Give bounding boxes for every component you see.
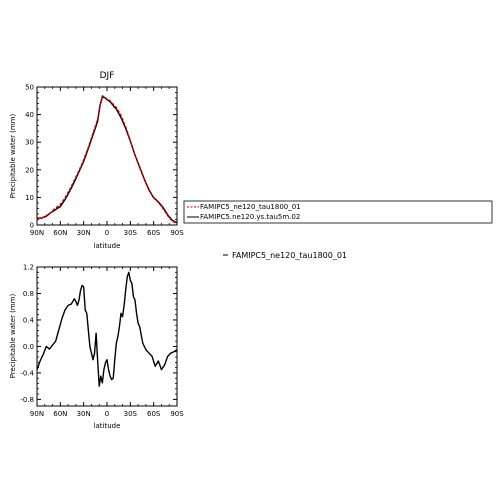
x-axis-label: latitude [94, 422, 121, 430]
legend: FAMIPC5_ne120_tau1800_01 FAMIPC5.ne120.y… [183, 200, 493, 224]
x-tick-label: 90S [170, 229, 184, 237]
y-tick-label: 0.0 [23, 343, 34, 351]
x-tick-label: 30N [77, 229, 91, 237]
y-tick-label: 10 [25, 194, 34, 202]
x-tick-label: 90N [30, 229, 44, 237]
tick-group: 90N 60N 30N 0 30S 60S 90S -0.8 -0.4 0.0 0.4 0.8 1.2 [20, 264, 184, 419]
y-tick-label: 20 [25, 166, 34, 174]
x-tick-label: 60S [147, 410, 161, 418]
y-tick-label: 0.8 [23, 290, 34, 298]
series-line [36, 271, 178, 387]
y-tick-label: 50 [25, 84, 34, 92]
legend-entry: FAMIPC5.ne120.ys.tau5m.02 [200, 213, 300, 221]
difference-panel: 90N 60N 30N 0 30S 60S 90S-0.8-0.40.00.40.81.2 … [9, 264, 184, 431]
x-tick-label: 60S [147, 229, 161, 237]
y-tick-label: 40 [25, 111, 34, 119]
series-line [36, 95, 178, 224]
series-group [36, 271, 178, 387]
plot-frame [36, 266, 178, 407]
y-axis-label: Precipitable water (mm) [9, 293, 17, 378]
legend-entry: FAMIPC5_ne120_tau1800_01 [232, 251, 347, 260]
y-axis-label: Precipitable water (mm) [9, 113, 17, 198]
y-tick-label: 30 [25, 139, 34, 147]
x-tick-label: 60N [53, 410, 67, 418]
x-tick-label: 0 [105, 410, 109, 418]
x-tick-label: 30S [124, 410, 138, 418]
y-tick-label: 0.4 [23, 316, 35, 324]
y-tick-label: 1.2 [23, 264, 34, 272]
y-tick-label: 0 [30, 222, 34, 230]
panel-title: DJF [100, 71, 115, 81]
x-tick-label: 90N [30, 410, 44, 418]
plot-frame [36, 86, 178, 226]
tick-group: 90N 60N 30N 0 30S 60S 90S 0 10 20 30 40 50 [25, 84, 184, 238]
legend-frame [183, 200, 493, 224]
x-tick-label: 60N [53, 229, 67, 237]
x-tick-label: 30N [77, 410, 91, 418]
x-tick-label: 90S [170, 410, 184, 418]
x-tick-label: 30S [124, 229, 138, 237]
series-group [36, 95, 178, 224]
series-line [37, 96, 178, 224]
legend: FAMIPC5_ne120_tau1800_01 [223, 251, 347, 260]
x-axis-label: latitude [94, 242, 121, 250]
y-tick-label: -0.4 [20, 369, 34, 377]
djf-panel: DJF 90N 60N 30N 0 30S 60S 90S 0 10 20 30 40 50 latit… [9, 71, 184, 250]
x-tick-label: 0 [105, 229, 109, 237]
y-tick-label: -0.8 [20, 396, 34, 404]
legend-entry: FAMIPC5_ne120_tau1800_01 [200, 203, 301, 211]
